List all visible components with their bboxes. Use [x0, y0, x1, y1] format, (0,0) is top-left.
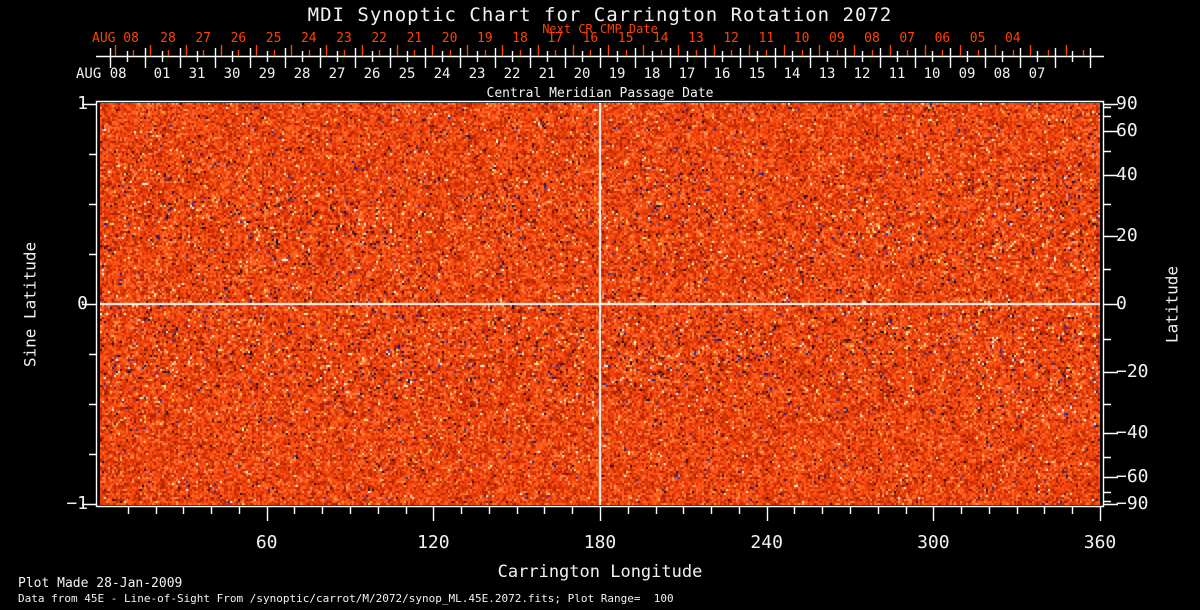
cmp-day-label: 23	[469, 66, 486, 82]
next-cr-day-label: 13	[688, 31, 704, 46]
next-cr-day-label: 16	[583, 31, 599, 46]
next-cr-day-label: 21	[407, 31, 423, 46]
cmp-day-label: 31	[189, 66, 206, 82]
next-cr-day-label: 18	[512, 31, 528, 46]
cmp-day-label: 10	[924, 66, 941, 82]
cmp-day-label: 27	[329, 66, 346, 82]
cmp-day-label: 19	[609, 66, 626, 82]
next-cr-day-label: 28	[160, 31, 176, 46]
sine-latitude-tick-label: 0	[42, 293, 88, 314]
latitude-tick-label: −60	[1116, 466, 1149, 487]
cmp-day-label: 21	[539, 66, 556, 82]
longitude-tick-label: 360	[1084, 532, 1117, 553]
cmp-day-label: 09	[959, 66, 976, 82]
next-cr-day-label: 26	[231, 31, 247, 46]
longitude-tick-label: 300	[917, 532, 950, 553]
latitude-tick-label: −20	[1116, 361, 1149, 382]
sine-latitude-tick-label: −1	[42, 493, 88, 514]
sine-latitude-axis-title: Sine Latitude	[21, 195, 40, 415]
next-cr-day-label: 12	[723, 31, 739, 46]
cmp-day-label: 20	[574, 66, 591, 82]
cmp-day-label: 22	[504, 66, 521, 82]
next-cr-day-label: 22	[371, 31, 387, 46]
cmp-day-label: 16	[714, 66, 731, 82]
cmp-day-label: 01	[154, 66, 171, 82]
cmp-day-label: 24	[434, 66, 451, 82]
latitude-tick-label: −40	[1116, 422, 1149, 443]
data-source-text: Data from 45E - Line-of-Sight From /syno…	[18, 592, 674, 605]
next-cr-day-label: 15	[618, 31, 634, 46]
cmp-axis-title: Central Meridian Passage Date	[0, 86, 1200, 101]
next-cr-day-label: 08	[864, 31, 880, 46]
next-cr-day-label: 19	[477, 31, 493, 46]
next-cr-day-label: 04	[1005, 31, 1021, 46]
magnetogram-image	[100, 103, 1100, 505]
longitude-tick-label: 60	[256, 532, 278, 553]
cmp-day-label: 17	[679, 66, 696, 82]
next-cr-day-label: 11	[759, 31, 775, 46]
next-cr-day-label: 17	[547, 31, 563, 46]
plot-made-text: Plot Made 28-Jan-2009	[18, 576, 182, 591]
next-cr-day-label: 14	[653, 31, 669, 46]
cmp-day-label: 13	[819, 66, 836, 82]
cmp-day-label: 08	[994, 66, 1011, 82]
synoptic-chart: MDI Synoptic Chart for Carrington Rotati…	[0, 0, 1200, 610]
longitude-tick-label: 180	[584, 532, 617, 553]
latitude-tick-label: 0	[1116, 293, 1127, 314]
latitude-axis-title: Latitude	[1163, 195, 1182, 415]
cmp-day-label: 07	[1029, 66, 1046, 82]
latitude-tick-label: 60	[1116, 120, 1138, 141]
next-cr-day-label: 23	[336, 31, 352, 46]
next-cr-day-label: 10	[794, 31, 810, 46]
cmp-day-label: 28	[294, 66, 311, 82]
next-cr-day-label: 20	[442, 31, 458, 46]
cmp-day-label: 14	[784, 66, 801, 82]
latitude-tick-label: 90	[1116, 93, 1138, 114]
latitude-tick-label: 20	[1116, 225, 1138, 246]
cmp-day-label: 11	[889, 66, 906, 82]
cmp-day-label: 25	[399, 66, 416, 82]
next-cr-day-label: 09	[829, 31, 845, 46]
cmp-day-label: 12	[854, 66, 871, 82]
next-cr-day-label: 25	[266, 31, 282, 46]
cmp-day-label: 30	[224, 66, 241, 82]
next-cr-day-label: 24	[301, 31, 317, 46]
cmp-day-label: 15	[749, 66, 766, 82]
next-cr-day-label: 27	[195, 31, 211, 46]
longitude-tick-label: 240	[750, 532, 783, 553]
cmp-month-label: AUG 08	[76, 66, 127, 82]
cmp-day-label: 18	[644, 66, 661, 82]
longitude-tick-label: 120	[417, 532, 450, 553]
sine-latitude-tick-label: 1	[42, 93, 88, 114]
next-cr-day-label: 05	[970, 31, 986, 46]
next-cr-month-label: AUG 08	[92, 31, 139, 46]
next-cr-day-label: 06	[935, 31, 951, 46]
latitude-tick-label: 40	[1116, 164, 1138, 185]
cmp-day-label: 29	[259, 66, 276, 82]
latitude-tick-label: −90	[1116, 493, 1149, 514]
cmp-day-label: 26	[364, 66, 381, 82]
next-cr-day-label: 07	[899, 31, 915, 46]
